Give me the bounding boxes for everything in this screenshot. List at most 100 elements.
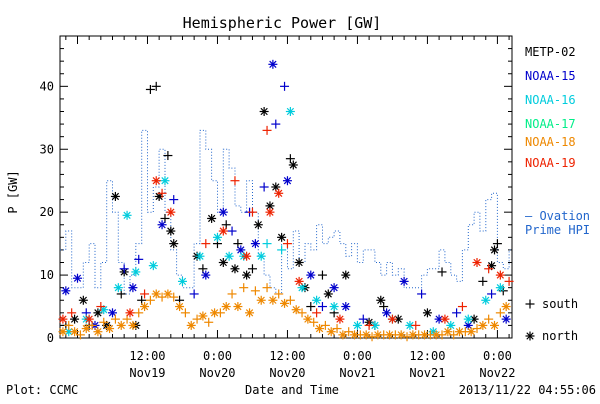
noaa-16-point <box>195 251 205 261</box>
legend-item-noaa-15: NOAA-15 <box>525 69 576 83</box>
marker-stroke <box>330 284 338 292</box>
marker-stroke <box>473 258 481 267</box>
marker-stroke <box>260 107 268 116</box>
noaa-16-point <box>481 295 491 305</box>
noaa-18-point <box>501 302 511 312</box>
marker-stroke <box>283 177 292 185</box>
noaa-19-point <box>387 314 397 324</box>
metp-02-point <box>145 84 155 94</box>
y-tick-label: 20 <box>40 205 54 219</box>
noaa-15-point <box>128 283 138 293</box>
noaa-15-point <box>61 286 71 296</box>
noaa-18-point <box>116 320 126 330</box>
marker-stroke <box>444 328 452 336</box>
noaa-15-point <box>487 289 497 299</box>
marker-stroke <box>199 312 207 320</box>
noaa-18-point <box>105 324 115 334</box>
noaa-15-point <box>271 119 281 129</box>
noaa-18-point <box>274 289 284 299</box>
noaa-16-point <box>329 302 339 312</box>
noaa-15-point <box>317 302 327 312</box>
marker-stroke <box>277 233 286 241</box>
noaa-19-point <box>484 264 494 274</box>
marker-stroke <box>269 60 277 68</box>
marker-stroke <box>117 321 125 330</box>
noaa-19-point <box>218 226 228 236</box>
noaa-19-point <box>495 270 505 280</box>
marker-stroke <box>292 306 300 314</box>
noaa-15-point <box>236 245 246 255</box>
noaa-16-point <box>495 283 505 293</box>
marker-stroke <box>59 328 67 336</box>
marker-stroke <box>324 290 332 298</box>
noaa-19-point <box>265 207 275 217</box>
noaa-18-point <box>175 302 185 312</box>
noaa-18-point <box>64 320 74 330</box>
marker-stroke <box>170 239 178 248</box>
metp-02-point <box>288 160 298 170</box>
noaa-15-point <box>306 270 316 280</box>
noaa-19-point <box>312 308 322 318</box>
noaa-19-point <box>274 188 284 198</box>
marker-stroke <box>175 302 184 311</box>
metp-02-point <box>317 270 327 280</box>
x-tick-date-label: Nov21 <box>409 366 445 380</box>
metp-02-point <box>341 270 351 280</box>
metp-02-point <box>218 258 228 267</box>
marker-stroke <box>242 252 251 260</box>
noaa-19-point <box>58 314 68 324</box>
noaa-18-point <box>110 314 120 324</box>
marker-stroke <box>388 315 397 323</box>
noaa-16-point <box>256 251 266 261</box>
marker-stroke <box>289 161 297 169</box>
noaa-18-point <box>140 302 150 312</box>
marker-stroke <box>295 277 303 286</box>
marker-stroke <box>479 321 487 330</box>
noaa-15-point <box>250 239 260 249</box>
x-axis-label: Date and Time <box>245 383 339 397</box>
noaa-15-point <box>72 273 82 283</box>
noaa-16-point <box>131 267 141 277</box>
marker-stroke <box>353 321 362 330</box>
plot-credit: Plot: CCMC <box>6 383 78 397</box>
x-tick-date-label: Nov20 <box>269 366 305 380</box>
noaa-16-point <box>285 107 295 116</box>
marker-stroke <box>167 208 175 216</box>
marker-stroke <box>432 331 440 339</box>
noaa-19-point <box>282 239 292 249</box>
noaa-15-point <box>358 314 368 324</box>
noaa-16-point <box>160 176 170 186</box>
y-tick-label: 40 <box>40 79 54 93</box>
metp-02-point <box>70 314 80 324</box>
noaa-19-point <box>157 188 167 198</box>
marker-stroke <box>435 315 443 323</box>
marker-stroke <box>94 328 102 336</box>
noaa-19-point <box>504 276 514 286</box>
noaa-19-point <box>472 258 482 267</box>
noaa-18-point <box>466 327 476 337</box>
plot-timestamp: 2013/11/22 04:55:06 <box>459 383 596 397</box>
marker-stroke <box>280 299 289 308</box>
marker-legend-symbol <box>525 331 535 341</box>
noaa-18-point <box>297 308 307 318</box>
marker-stroke <box>164 290 172 298</box>
noaa-15-point <box>452 308 462 318</box>
marker-stroke <box>132 268 140 276</box>
marker-stroke <box>266 202 274 210</box>
marker-stroke <box>73 274 82 282</box>
marker-stroke <box>257 252 265 260</box>
marker-stroke <box>400 277 408 286</box>
noaa-18-point <box>361 330 371 340</box>
marker-stroke <box>420 331 429 339</box>
marker-stroke <box>234 302 242 311</box>
marker-stroke <box>178 277 187 286</box>
noaa-18-point <box>262 283 272 293</box>
marker-stroke <box>242 271 251 279</box>
noaa-16-point <box>224 251 234 261</box>
marker-stroke <box>219 208 227 216</box>
marker-stroke <box>330 302 338 311</box>
noaa-16-point <box>262 239 272 249</box>
marker-stroke <box>222 302 230 311</box>
noaa-18-point <box>326 327 336 337</box>
